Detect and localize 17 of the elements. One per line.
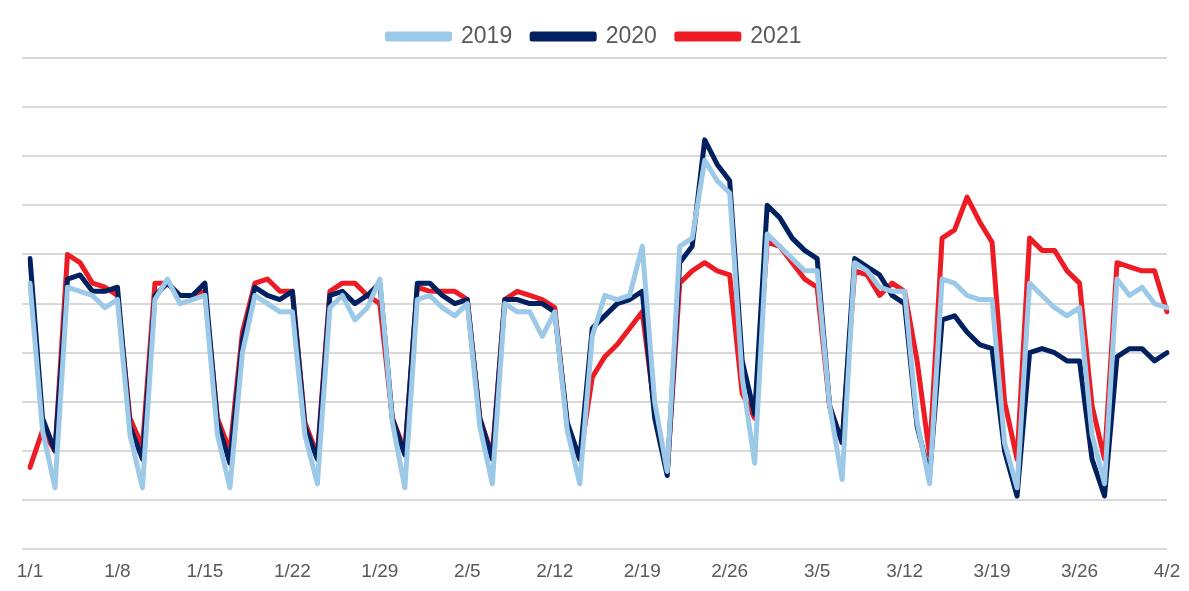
x-tick-label: 1/1: [16, 559, 44, 581]
x-tick-label: 4/2: [1153, 559, 1181, 581]
x-tick-label: 2/19: [623, 559, 661, 581]
legend-label: 2021: [750, 21, 802, 48]
x-tick-label: 3/19: [973, 559, 1011, 581]
x-tick-label: 1/15: [186, 559, 224, 581]
x-tick-label: 1/8: [104, 559, 131, 581]
x-tick-label: 2/12: [536, 559, 574, 581]
x-tick-label: 3/26: [1061, 559, 1099, 581]
legend-label: 2020: [605, 21, 657, 48]
x-tick-label: 2/26: [711, 559, 749, 581]
x-tick-label: 2/5: [454, 559, 481, 581]
legend-label: 2019: [461, 21, 513, 48]
x-tick-label: 3/12: [886, 559, 924, 581]
x-tick-label: 1/22: [273, 559, 311, 581]
x-tick-label: 3/5: [803, 559, 831, 581]
x-tick-label: 1/29: [361, 559, 399, 581]
